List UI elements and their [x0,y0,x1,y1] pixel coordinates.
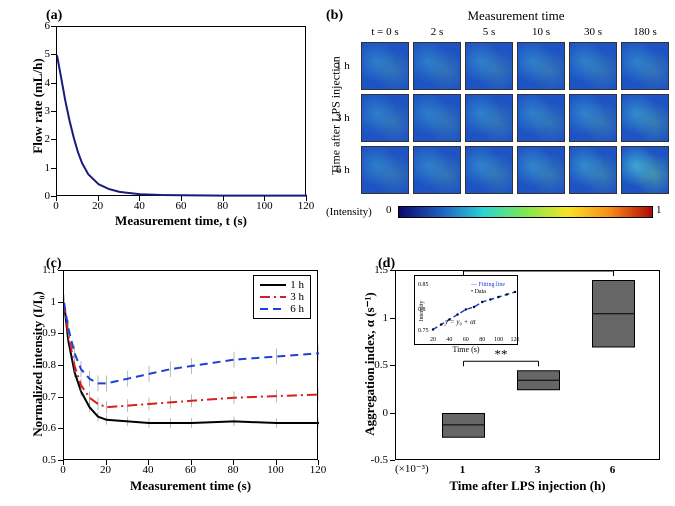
speckle-thumb [569,42,617,90]
col-header: 30 s [569,26,617,38]
speckle-thumb [621,146,669,194]
panel-b: (b) Measurement time t = 0 s 2 s 5 s 10 s 30… [326,8,671,238]
panel-d-chart: *** 0.850.80.7520406080100120Time (s)— F… [395,270,660,460]
svg-text:80: 80 [479,337,485,343]
svg-text:0.75: 0.75 [418,328,429,334]
panel-d-ylabel: Aggregation index, α (s⁻¹) [362,269,378,459]
colorbar-label: (Intensity) [326,206,372,218]
speckle-thumb [413,94,461,142]
svg-text:120: 120 [511,337,520,343]
speckle-thumb [413,146,461,194]
panel-b-col-headers: t = 0 s 2 s 5 s 10 s 30 s 180 s [361,26,671,38]
speckle-thumb [361,94,409,142]
inset-plot: 0.850.80.7520406080100120Time (s)— Fitti… [415,276,519,346]
legend-item: 6 h [260,303,304,315]
panel-d-yscale: (×10⁻³) [395,462,429,475]
svg-text:0.85: 0.85 [418,282,429,288]
col-header: 10 s [517,26,565,38]
speckle-thumb [465,94,513,142]
speckle-thumb [517,94,565,142]
svg-text:— Fitting line: — Fitting line [470,282,505,288]
panel-c-ylabel: Normalized intensity (I/I₀) [30,269,46,459]
panel-a-ylabel: Flow rate (mL/h) [30,26,46,186]
panel-a-chart [56,26,306,196]
panel-b-label: (b) [326,8,343,24]
inset-xlabel: Time (s) [414,345,518,354]
panel-c-xlabel: Measurement time (s) [63,478,318,494]
speckle-thumb [517,146,565,194]
legend-item: 3 h [260,291,304,303]
speckle-thumb [465,146,513,194]
panel-c: (c) 1 h3 h6 h 020406080100120 0.50.60.70… [8,256,328,500]
colorbar-min: 0 [386,204,392,216]
panel-d: (d) *** 0.850.80.7520406080100120Time (s… [340,256,670,500]
svg-text:y = y₀ + αt: y = y₀ + αt [444,318,477,326]
legend-item: 1 h [260,279,304,291]
flow-rate-curve [57,27,307,197]
colorbar [398,206,653,218]
col-header: 180 s [621,26,669,38]
svg-text:40: 40 [446,337,452,343]
panel-a-xlabel: Measurement time, t (s) [56,213,306,229]
panel-b-title: Measurement time [361,8,671,24]
speckle-thumb [569,146,617,194]
speckle-thumb [621,42,669,90]
panel-d-inset: 0.850.80.7520406080100120Time (s)— Fitti… [414,275,518,345]
svg-text:60: 60 [463,337,469,343]
svg-text:Intensity: Intensity [419,301,425,322]
panel-c-chart: 1 h3 h6 h [63,270,318,460]
svg-text:20: 20 [430,337,436,343]
col-header: t = 0 s [361,26,409,38]
svg-text:100: 100 [494,337,503,343]
speckle-thumb [621,94,669,142]
panel-b-thumbnails [361,42,669,194]
col-header: 2 s [413,26,461,38]
speckle-thumb [465,42,513,90]
panel-a: (a) 020406080100120 0123456 Measurement … [8,8,320,238]
svg-text:• Data: • Data [471,289,486,295]
speckle-thumb [569,94,617,142]
panel-d-xlabel: Time after LPS injection (h) [395,478,660,494]
speckle-thumb [361,146,409,194]
panel-b-rowaxis: Time after LPS injection [329,36,344,196]
panel-c-legend: 1 h3 h6 h [253,275,311,319]
speckle-thumb [517,42,565,90]
colorbar-max: 1 [656,204,662,216]
speckle-thumb [361,42,409,90]
col-header: 5 s [465,26,513,38]
speckle-thumb [413,42,461,90]
